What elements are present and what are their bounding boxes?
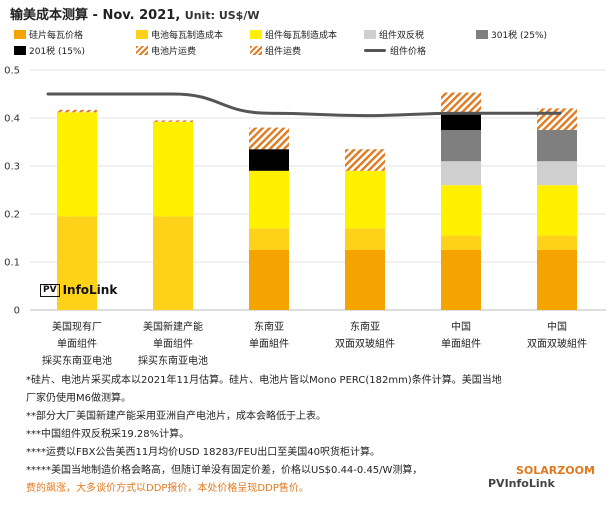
- legend-label: 组件双反税: [379, 31, 425, 41]
- legend-item: 201税 (15%): [14, 44, 85, 57]
- bar-segment: [57, 109, 97, 113]
- bar-segment: [153, 120, 193, 122]
- legend-item: 组件价格: [364, 44, 426, 57]
- title-text: 输美成本测算 - Nov. 2021,: [10, 8, 181, 23]
- bar-segment: [57, 112, 97, 217]
- legend-item: 硅片每瓦价格: [14, 28, 83, 41]
- bar-segment: [441, 92, 481, 115]
- chart-plot: 00.10.20.30.40.5美国现有厂单面组件採买东南亚电池美国新建产能单面…: [4, 66, 606, 367]
- legend-swatch: [250, 46, 262, 55]
- legend-swatch: [14, 46, 26, 55]
- footnote-line: ****运费以FBX公告美西11月均价USD 18283/FEU出口至美国40呎…: [26, 447, 381, 458]
- bar-segment: [249, 228, 289, 250]
- bar-segment: [441, 185, 481, 236]
- bar-segment: [537, 108, 577, 130]
- x-tick-label: 双面双玻組件: [527, 337, 587, 350]
- bar-segment: [537, 161, 577, 186]
- x-tick-label: 单面組件: [441, 337, 481, 350]
- legend-label: 301税 (25%): [491, 31, 548, 41]
- y-tick-label: 0.2: [4, 210, 20, 221]
- x-tick-label: 採买东南亚电池: [42, 354, 112, 367]
- x-tick-label: 双面双玻組件: [335, 337, 395, 350]
- x-tick-label: 中国: [451, 320, 471, 333]
- legend-item: 301税 (25%): [476, 28, 547, 41]
- footnote-line: 费的飙涨，大多谈价方式以DDP报价，本处价格呈现DDP售价。: [26, 483, 309, 494]
- legend-label: 电池每瓦制造成本: [151, 31, 224, 41]
- legend-label: 组件价格: [390, 47, 427, 57]
- bar-segment: [441, 114, 481, 130]
- legend-swatch: [476, 30, 488, 39]
- y-tick-label: 0.3: [4, 162, 20, 173]
- footnote-line: **部分大厂美国新建产能采用亚洲自产电池片，成本会略低于上表。: [26, 411, 326, 422]
- bar-segment: [249, 149, 289, 171]
- bar-segment: [57, 216, 97, 310]
- watermark-pvinfolink: PVInfoLink: [488, 477, 555, 490]
- legend-swatch: [14, 30, 26, 39]
- footnote-line: *****美国当地制造价格会略高，但随订单没有固定价差，价格以US$0.44-0…: [26, 465, 423, 476]
- bar-segment: [345, 228, 385, 250]
- legend-swatch: [364, 49, 386, 52]
- bar-segment: [345, 149, 385, 171]
- legend-swatch: [136, 46, 148, 55]
- legend-item: 组件运费: [250, 44, 301, 57]
- x-tick-label: 东南亚: [254, 320, 284, 333]
- legend-label: 组件运费: [265, 47, 302, 57]
- logo-text: InfoLink: [62, 283, 118, 297]
- bar-segment: [441, 235, 481, 250]
- bar-segment: [345, 250, 385, 310]
- bar-segment: [441, 250, 481, 310]
- bar-segment: [153, 216, 193, 310]
- legend-item: 电池每瓦制造成本: [136, 28, 223, 41]
- x-tick-label: 採买东南亚电池: [138, 354, 208, 367]
- watermark-solarzoom: SOLARZOOM: [516, 464, 595, 477]
- bar-segment: [249, 250, 289, 310]
- bar-segment: [249, 127, 289, 150]
- price-line: [46, 92, 562, 118]
- legend-label: 组件每瓦制造成本: [265, 31, 338, 41]
- x-tick-label: 东南亚: [350, 320, 380, 333]
- infolink-logo: PV InfoLink: [40, 283, 117, 297]
- bar-segment: [441, 161, 481, 186]
- legend-label: 电池片运费: [151, 47, 197, 57]
- footnote-line: 厂家仍使用M6做测算。: [26, 393, 131, 404]
- legend-swatch: [364, 30, 376, 39]
- x-tick-label: 单面组件: [57, 337, 97, 350]
- legend-label: 201税 (15%): [29, 47, 86, 57]
- footnote-line: *硅片、电池片采买成本以2021年11月估算。硅片、电池片皆以Mono PERC…: [26, 375, 502, 386]
- footnote-line: ***中国组件双反税采19.28%计算。: [26, 429, 190, 440]
- chart-title: 输美成本测算 - Nov. 2021, Unit: US$/W: [10, 4, 259, 23]
- x-tick-label: 中国: [547, 320, 567, 333]
- bar-segment: [537, 250, 577, 310]
- y-tick-label: 0: [14, 306, 20, 317]
- y-tick-label: 0.1: [4, 258, 20, 269]
- bar-segment: [345, 170, 385, 229]
- bar-segment: [441, 130, 481, 162]
- y-tick-label: 0.5: [4, 66, 20, 77]
- legend-swatch: [250, 30, 262, 39]
- x-tick-label: 单面组件: [153, 337, 193, 350]
- x-tick-label: 美国现有厂: [52, 320, 102, 333]
- bar-segment: [537, 185, 577, 236]
- legend-label: 硅片每瓦价格: [29, 31, 84, 41]
- legend-item: 组件双反税: [364, 28, 424, 41]
- x-tick-label: 单面組件: [249, 337, 289, 350]
- x-tick-label: 美国新建产能: [143, 320, 203, 333]
- logo-badge: PV: [40, 283, 60, 297]
- legend-item: 电池片运费: [136, 44, 196, 57]
- footnotes: *硅片、电池片采买成本以2021年11月估算。硅片、电池片皆以Mono PERC…: [26, 372, 606, 498]
- unit-text: Unit: US$/W: [184, 9, 260, 22]
- legend-swatch: [136, 30, 148, 39]
- bar-segment: [537, 235, 577, 250]
- bar-segment: [249, 170, 289, 229]
- legend-item: 组件每瓦制造成本: [250, 28, 337, 41]
- y-tick-label: 0.4: [4, 114, 20, 125]
- bar-segment: [537, 130, 577, 162]
- bar-segment: [153, 121, 193, 217]
